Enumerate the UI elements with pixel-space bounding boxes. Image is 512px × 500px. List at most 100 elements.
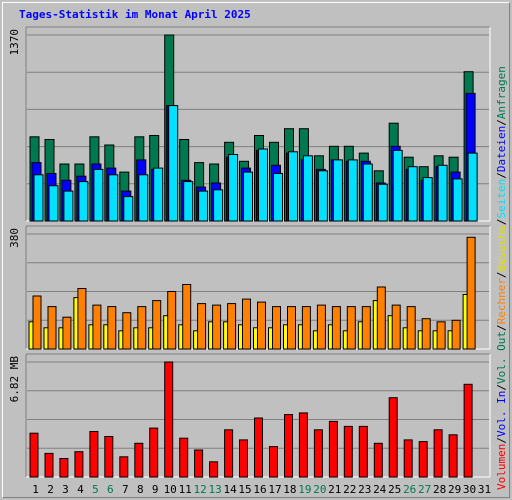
bar-rechner-day-1: [32, 295, 42, 350]
x-tick-label-day-25: 25: [388, 483, 401, 496]
x-tick-label-day-18: 18: [283, 483, 296, 496]
bar-seiten-day-27: [422, 177, 433, 222]
bar-volumen-day-16: [254, 417, 263, 478]
legend-entry-6: Rechner: [495, 278, 508, 325]
bar-volumen-day-2: [44, 452, 54, 478]
bar-rechner-day-11: [182, 284, 192, 350]
legend-entry-2: Vol. In: [495, 391, 508, 437]
bar-rechner-day-5: [92, 304, 102, 350]
x-tick-label-day-13: 13: [208, 483, 221, 496]
bar-rechner-day-2: [47, 306, 57, 350]
bar-rechner-day-15: [242, 298, 251, 350]
panel-2-ymax-label: 380: [8, 228, 21, 248]
bar-volumen-day-29: [448, 434, 458, 478]
x-tick-label-day-5: 5: [92, 483, 99, 496]
x-tick-label-day-31: 31: [478, 483, 491, 496]
x-tick-label-day-27: 27: [418, 483, 431, 496]
bar-volumen-day-22: [343, 425, 353, 478]
bar-volumen-day-15: [239, 439, 248, 478]
x-tick-label-day-23: 23: [358, 483, 371, 496]
bar-rechner-day-8: [137, 306, 147, 350]
bar-seiten-day-7: [123, 196, 134, 222]
bar-seiten-day-16: [258, 148, 268, 222]
bar-rechner-day-9: [152, 300, 162, 350]
x-tick-label-day-7: 7: [122, 483, 129, 496]
bar-seiten-day-22: [347, 159, 358, 222]
bar-rechner-day-18: [287, 306, 296, 350]
x-tick-label-day-29: 29: [448, 483, 461, 496]
right-legend: Volumen/Vol. In/Vol. Out/Rechner/Besuche…: [495, 66, 508, 490]
chart-title: Tages-Statistik im Monat April 2025: [19, 8, 251, 21]
bar-rechner-day-20: [316, 304, 326, 350]
bar-seiten-day-26: [407, 166, 418, 222]
legend-entry-7: /: [495, 271, 508, 278]
bar-volumen-day-28: [433, 429, 443, 478]
x-tick-label-day-11: 11: [179, 483, 192, 496]
bar-volumen-day-11: [179, 437, 189, 478]
bar-seiten-day-12: [198, 190, 209, 222]
bar-seiten-day-15: [243, 171, 253, 222]
bar-rechner-day-25: [391, 304, 401, 350]
bar-seiten-day-4: [78, 181, 89, 222]
bar-seiten-day-2: [48, 185, 59, 222]
bar-volumen-day-7: [119, 456, 129, 478]
legend-entry-13: /: [495, 119, 508, 126]
bar-rechner-day-4: [77, 288, 87, 350]
bar-seiten-day-21: [332, 159, 343, 222]
x-tick-label-day-19: 19: [298, 483, 311, 496]
bar-volumen-day-30: [463, 383, 473, 478]
legend-entry-4: Vol. Out: [495, 331, 508, 384]
legend-entry-1: /: [495, 437, 508, 444]
bar-seiten-day-19: [302, 155, 313, 222]
bar-volumen-day-24: [373, 442, 383, 478]
bar-rechner-day-16: [257, 301, 266, 350]
bar-volumen-day-21: [328, 420, 338, 478]
bar-volumen-day-14: [224, 429, 234, 478]
bar-volumen-day-19: [298, 412, 308, 478]
bar-seiten-day-30: [467, 152, 478, 222]
bar-volumen-day-17: [269, 446, 278, 478]
bar-seiten-day-18: [288, 151, 298, 222]
bar-seiten-day-1: [33, 174, 44, 222]
bar-rechner-day-13: [212, 304, 222, 350]
x-tick-label-day-24: 24: [373, 483, 387, 496]
x-tick-label-day-15: 15: [238, 483, 251, 496]
bar-volumen-day-6: [104, 436, 114, 478]
bar-seiten-day-14: [228, 154, 239, 222]
x-tick-label-day-3: 3: [62, 483, 69, 496]
bar-rechner-day-19: [301, 306, 311, 350]
x-tick-label-day-30: 30: [463, 483, 476, 496]
bar-seiten-day-29: [452, 178, 463, 222]
bar-rechner-day-27: [421, 318, 431, 350]
bar-volumen-day-5: [89, 431, 99, 478]
bar-seiten-day-24: [377, 183, 388, 222]
x-tick-label-day-14: 14: [223, 483, 237, 496]
bar-seiten-day-9: [153, 167, 164, 222]
x-tick-label-day-20: 20: [313, 483, 326, 496]
bar-seiten-day-23: [362, 163, 373, 222]
legend-entry-3: /: [495, 384, 508, 391]
bar-volumen-day-9: [149, 427, 159, 478]
panel-3-ymax-label: 6.82 MB: [8, 356, 21, 403]
bar-rechner-day-30: [466, 236, 476, 350]
x-tick-label-day-6: 6: [107, 483, 114, 496]
legend-entry-12: Dateien: [495, 126, 508, 172]
x-tick-label-day-16: 16: [253, 483, 266, 496]
bar-volumen-day-4: [74, 451, 84, 478]
bar-rechner-day-21: [331, 306, 341, 350]
x-tick-label-day-10: 10: [164, 483, 177, 496]
x-tick-label-day-12: 12: [193, 483, 206, 496]
bar-volumen-day-13: [209, 461, 219, 478]
legend-entry-10: Seiten: [495, 179, 508, 219]
bar-rechner-day-22: [346, 306, 356, 350]
x-tick-label-day-26: 26: [403, 483, 416, 496]
bar-seiten-day-11: [183, 181, 194, 222]
x-tick-label-day-17: 17: [268, 483, 281, 496]
bar-rechner-day-28: [436, 321, 446, 350]
legend-entry-14: Anfragen: [495, 66, 508, 119]
x-tick-label-day-2: 2: [47, 483, 54, 496]
bar-volumen-day-1: [29, 432, 39, 478]
bar-rechner-day-24: [376, 286, 386, 350]
bar-seiten-day-25: [392, 149, 403, 222]
bar-volumen-day-27: [418, 441, 428, 478]
